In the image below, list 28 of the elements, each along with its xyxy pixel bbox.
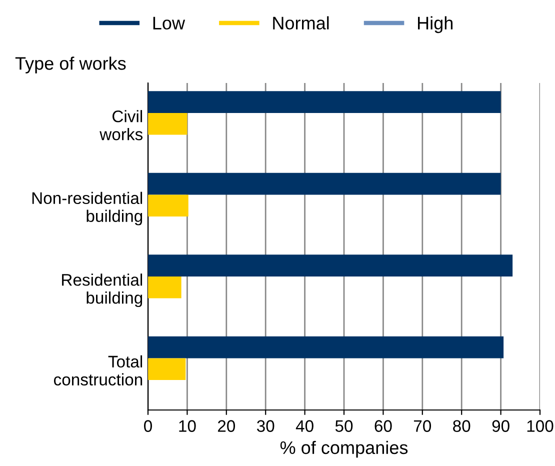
x-tick-label: 40 xyxy=(296,420,314,432)
legend-label: Low xyxy=(153,16,186,30)
y-tick-label: Non-residential building xyxy=(32,192,142,226)
bar xyxy=(148,172,501,195)
y-tick-label: Residential building xyxy=(62,274,142,308)
y-tick-label: Civil works xyxy=(100,110,143,140)
x-tick-label: 0 xyxy=(144,420,152,432)
x-tick-label: 70 xyxy=(414,420,432,432)
y-axis-title: Type of works xyxy=(15,56,126,74)
legend-label: High xyxy=(418,16,452,34)
x-tick-label: 20 xyxy=(218,420,236,432)
x-tick-label: 30 xyxy=(256,420,274,432)
bar xyxy=(148,276,182,298)
y-tick-label: Total construction xyxy=(54,355,142,386)
x-tick-label: 80 xyxy=(453,420,470,432)
x-tick-label: 10 xyxy=(179,420,196,432)
bar xyxy=(148,91,501,113)
x-tick-label: 100 xyxy=(527,420,554,432)
x-tick-label: 60 xyxy=(374,420,392,432)
bar xyxy=(148,194,188,217)
legend-label: Normal xyxy=(273,16,329,30)
x-tick-label: 50 xyxy=(335,420,353,432)
x-axis-title: % of companies xyxy=(280,440,408,458)
bar xyxy=(148,358,186,380)
bar xyxy=(148,336,504,358)
x-tick-label: 90 xyxy=(492,420,510,432)
bar xyxy=(148,254,513,276)
bar xyxy=(148,112,188,135)
